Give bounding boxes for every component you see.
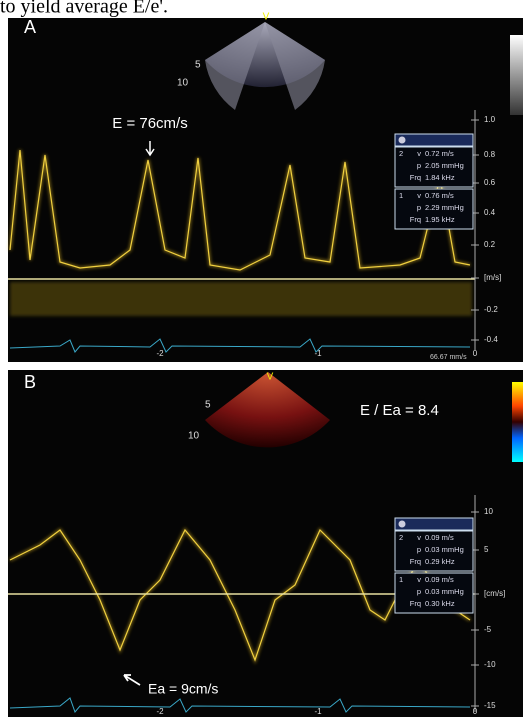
measure-value: 0.29 kHz	[425, 557, 455, 566]
panel-letter: A	[24, 17, 36, 37]
measure-index: 1	[399, 191, 403, 200]
measure-value: 2.05 mmHg	[425, 161, 464, 170]
measure-key: v	[417, 191, 421, 200]
sector-label: 10	[177, 78, 189, 89]
measure-key: Frq	[410, 557, 421, 566]
measure-value: 0.09 m/s	[425, 575, 454, 584]
measure-box-header	[395, 518, 473, 530]
measure-key: v	[417, 575, 421, 584]
measure-key: p	[417, 587, 421, 596]
measure-key: Frq	[410, 173, 421, 182]
scale-label: -10	[484, 660, 496, 669]
measure-key: v	[417, 149, 421, 158]
measure-index: 2	[399, 533, 403, 542]
scale-label: 10	[484, 507, 493, 516]
measure-key: v	[417, 533, 421, 542]
measure-key: p	[417, 545, 421, 554]
panel-letter: B	[24, 372, 36, 392]
sector-label: 5	[195, 60, 201, 71]
doppler-neg-band-a	[10, 282, 472, 316]
time-label: -2	[156, 349, 164, 358]
annotation: Ea = 9cm/s	[148, 681, 218, 697]
sector-label: V	[263, 12, 270, 23]
measure-value: 0.09 m/s	[425, 533, 454, 542]
annotation: E = 76cm/s	[112, 115, 187, 132]
time-label: 0	[473, 707, 478, 716]
measure-index: 2	[399, 149, 403, 158]
scale-label: [cm/s]	[484, 589, 505, 598]
time-label: 0	[473, 349, 478, 358]
sector-label: V	[267, 372, 274, 383]
measure-icon	[399, 137, 406, 144]
time-label: -1	[314, 349, 322, 358]
time-label: -2	[156, 707, 164, 716]
measure-key: Frq	[410, 215, 421, 224]
measure-value: 1.84 kHz	[425, 173, 455, 182]
scale-label: -0.4	[484, 335, 498, 344]
measure-value: 0.03 mmHg	[425, 587, 464, 596]
scale-label: [m/s]	[484, 273, 501, 282]
scale-label: 5	[484, 545, 489, 554]
measure-key: p	[417, 203, 421, 212]
scale-label: -15	[484, 701, 496, 710]
sweep-speed: 66.67 mm/s	[430, 354, 467, 361]
scale-label: -0.2	[484, 305, 498, 314]
measure-value: 0.72 m/s	[425, 149, 454, 158]
scale-label: 0.8	[484, 150, 496, 159]
caption-fragment: to yield average E/e'.	[0, 0, 168, 18]
measure-value: 1.95 kHz	[425, 215, 455, 224]
measure-icon	[399, 521, 406, 528]
measure-box-header	[395, 134, 473, 146]
ratio: E / Ea = 8.4	[360, 402, 439, 419]
scale-label: 0.2	[484, 240, 496, 249]
measure-value: 2.29 mmHg	[425, 203, 464, 212]
colorbar	[512, 382, 523, 462]
measure-value: 0.03 mmHg	[425, 545, 464, 554]
figure: to yield average E/e'. A E = 76cm/s V 5 …	[0, 0, 523, 717]
measure-index: 1	[399, 575, 403, 584]
colorbar	[510, 35, 523, 115]
sector-label: 10	[188, 431, 200, 442]
measure-value: 0.30 kHz	[425, 599, 455, 608]
scale-label: 1.0	[484, 115, 496, 124]
scale-label: 0.6	[484, 178, 496, 187]
measure-value: 0.76 m/s	[425, 191, 454, 200]
scale-label: -5	[484, 625, 492, 634]
scale-label: 0.4	[484, 208, 496, 217]
measure-key: Frq	[410, 599, 421, 608]
sector-label: 5	[205, 400, 211, 411]
time-label: -1	[314, 707, 322, 716]
measure-key: p	[417, 161, 421, 170]
